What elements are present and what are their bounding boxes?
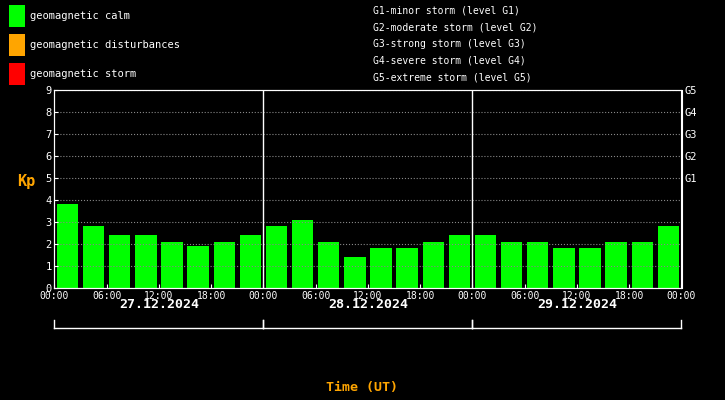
Bar <box>266 226 287 288</box>
Bar <box>501 242 523 288</box>
Y-axis label: Kp: Kp <box>17 174 36 189</box>
Bar <box>605 242 627 288</box>
Bar <box>57 204 78 288</box>
Bar <box>397 248 418 288</box>
Text: 29.12.2024: 29.12.2024 <box>537 298 617 311</box>
Text: G5-extreme storm (level G5): G5-extreme storm (level G5) <box>373 72 532 82</box>
Bar <box>161 242 183 288</box>
Bar <box>370 248 392 288</box>
Bar <box>83 226 104 288</box>
Bar <box>344 257 365 288</box>
Text: 27.12.2024: 27.12.2024 <box>119 298 199 311</box>
Text: geomagnetic calm: geomagnetic calm <box>30 11 130 21</box>
Bar <box>9 5 25 28</box>
Bar <box>9 62 25 85</box>
Bar <box>553 248 575 288</box>
Bar <box>109 235 130 288</box>
Text: G1-minor storm (level G1): G1-minor storm (level G1) <box>373 5 521 15</box>
Bar <box>135 235 157 288</box>
Bar <box>631 242 653 288</box>
Bar <box>213 242 235 288</box>
Text: geomagnetic disturbances: geomagnetic disturbances <box>30 40 181 50</box>
Text: geomagnetic storm: geomagnetic storm <box>30 69 137 79</box>
Bar <box>423 242 444 288</box>
Bar <box>527 242 549 288</box>
Text: G4-severe storm (level G4): G4-severe storm (level G4) <box>373 55 526 65</box>
Text: G3-strong storm (level G3): G3-strong storm (level G3) <box>373 39 526 49</box>
Bar <box>240 235 261 288</box>
Bar <box>449 235 470 288</box>
Bar <box>475 235 496 288</box>
Text: G2-moderate storm (level G2): G2-moderate storm (level G2) <box>373 22 538 32</box>
Bar <box>658 226 679 288</box>
Text: 28.12.2024: 28.12.2024 <box>328 298 408 311</box>
Text: Time (UT): Time (UT) <box>326 381 399 394</box>
Bar <box>579 248 601 288</box>
Bar <box>9 34 25 56</box>
Bar <box>187 246 209 288</box>
Bar <box>318 242 339 288</box>
Bar <box>292 220 313 288</box>
